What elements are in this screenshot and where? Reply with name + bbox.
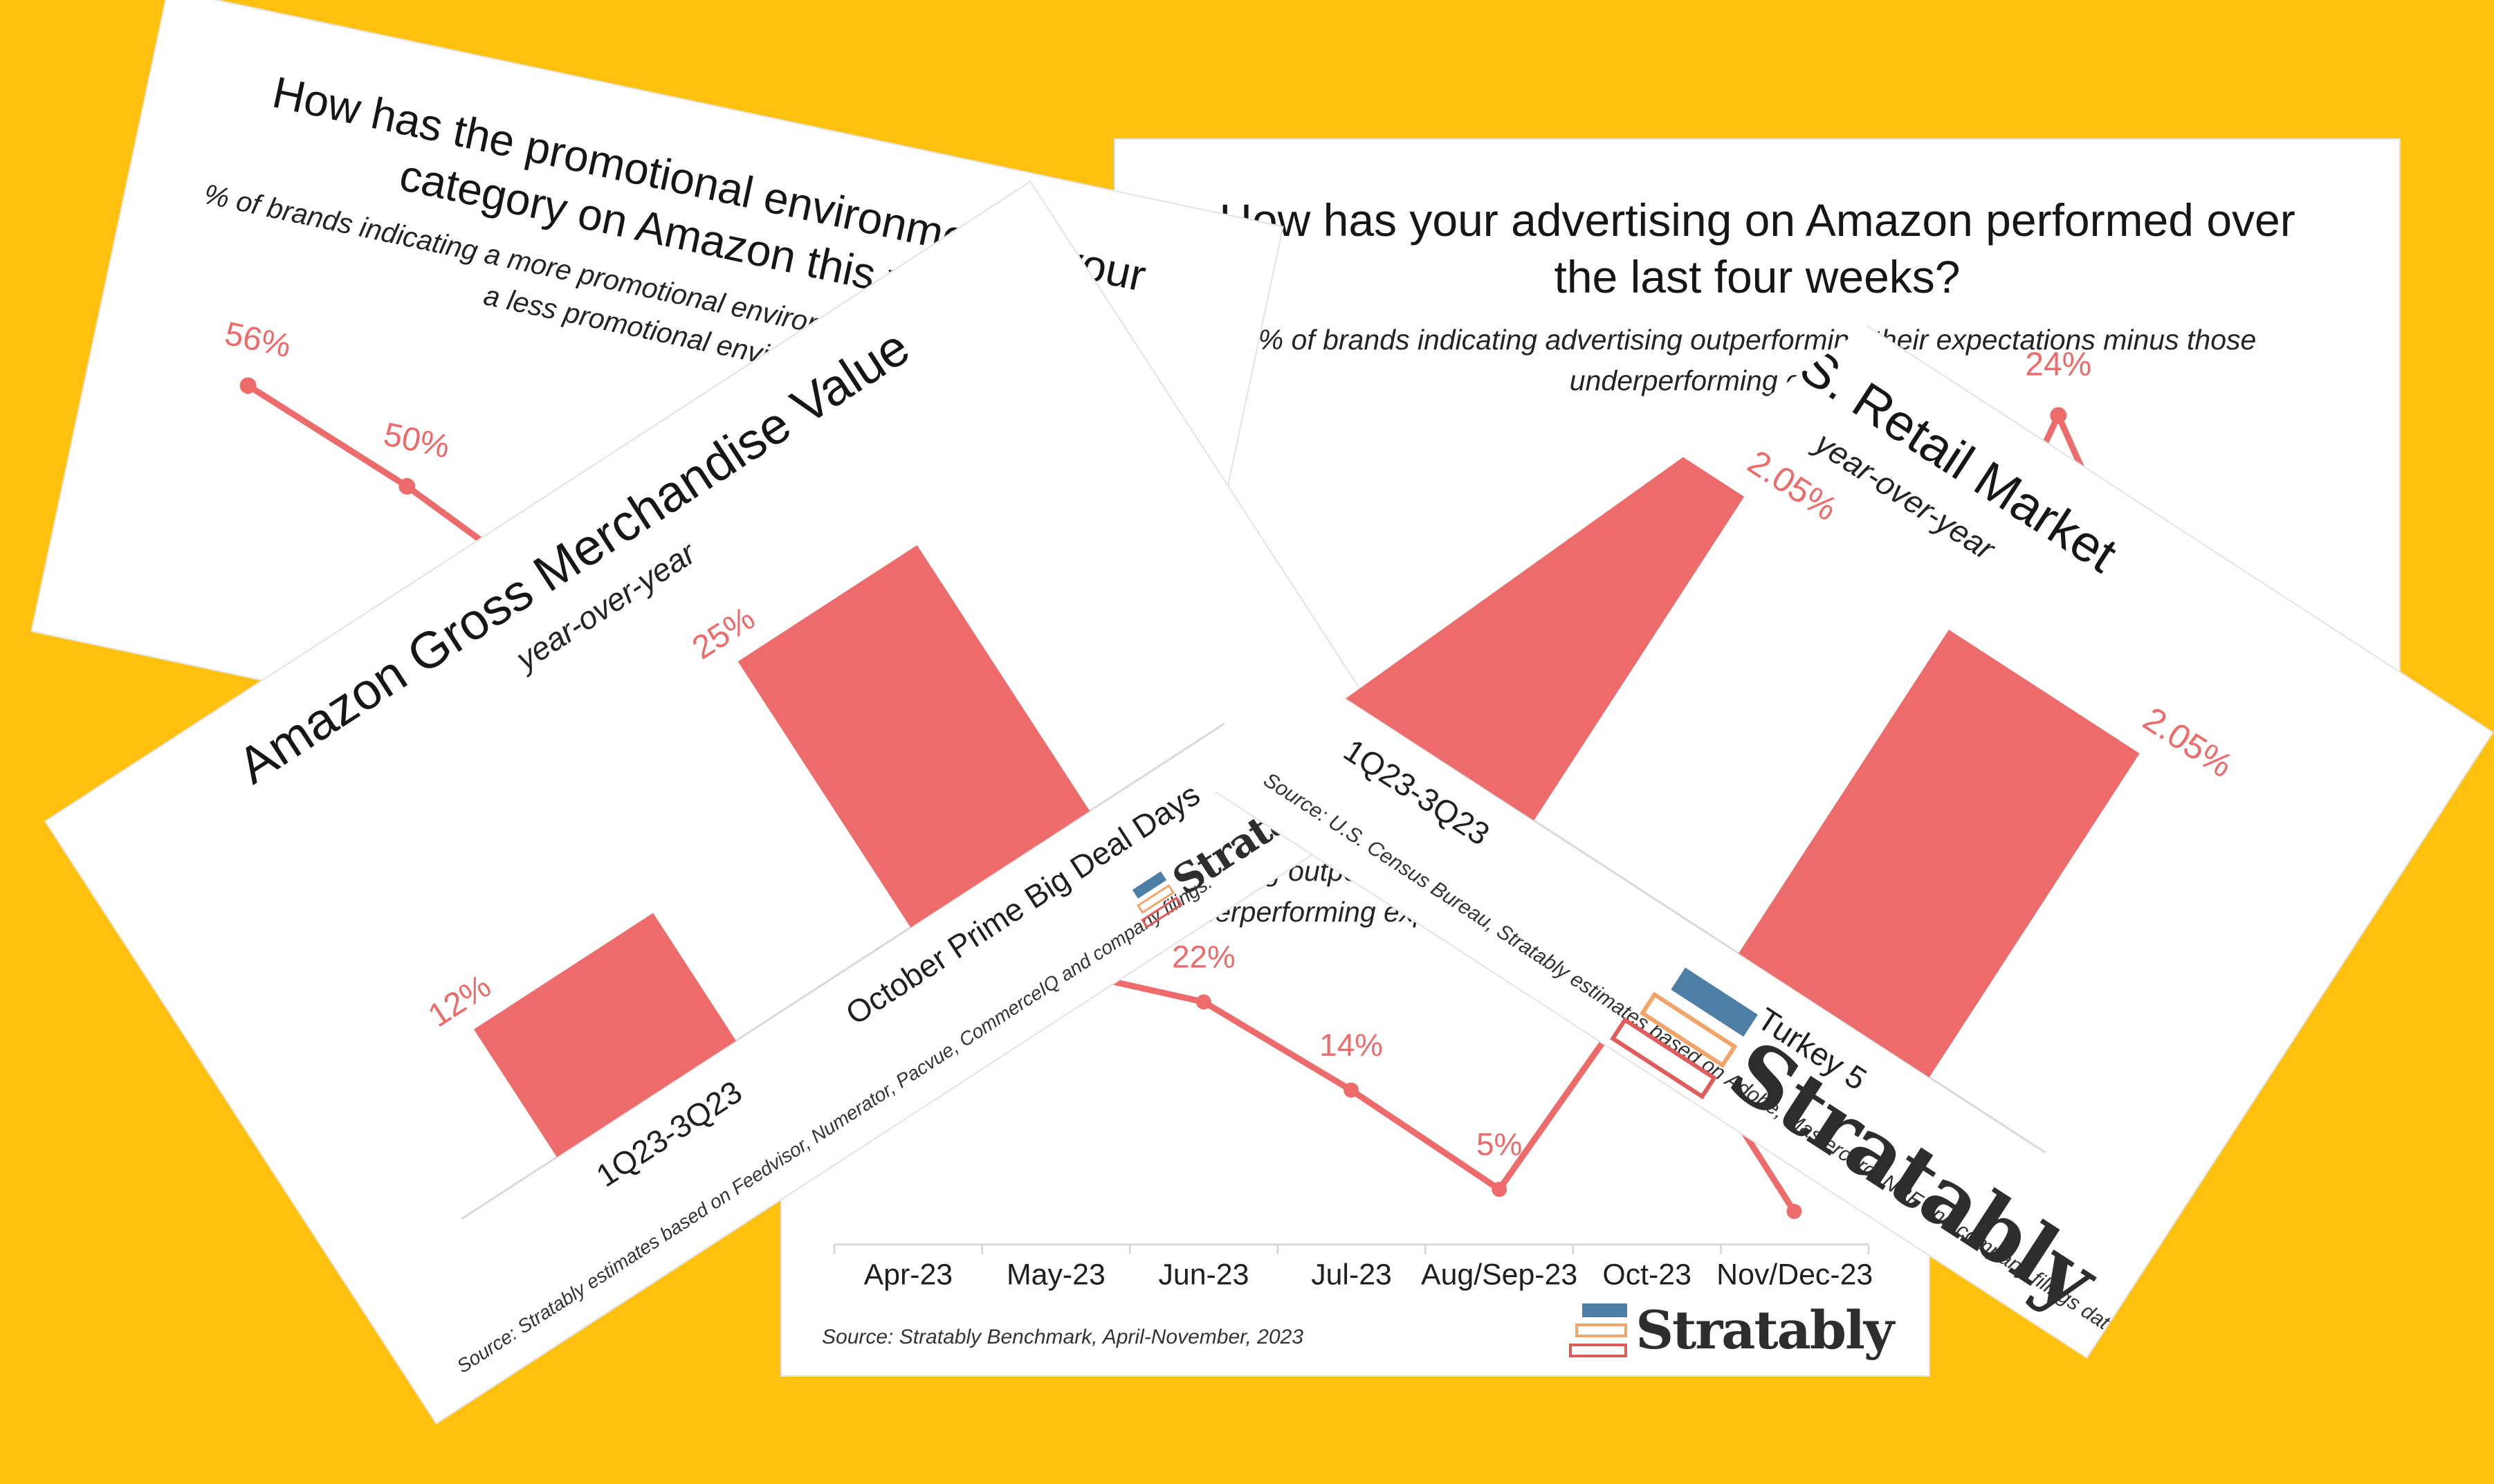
us-retail-bar-chart: 2.05%1Q23-3Q23 2.05%Turkey 5 [1045, 56, 2492, 1357]
svg-text:Oct-23: Oct-23 [1602, 1258, 1691, 1292]
svg-text:50%: 50% [380, 416, 453, 466]
logo-bar-red [1569, 1344, 1628, 1357]
stratably-wordmark: Stratably [1635, 1299, 1894, 1361]
svg-text:Nov/Dec-23: Nov/Dec-23 [1716, 1258, 1873, 1292]
svg-text:2.05%: 2.05% [2136, 699, 2239, 785]
svg-text:14%: 14% [1319, 1027, 1383, 1063]
stratably-logo: Stratably [1569, 1299, 1894, 1361]
svg-text:May-23: May-23 [1007, 1258, 1106, 1292]
stratably-logo-icon [1569, 1303, 1628, 1357]
svg-text:Apr-23: Apr-23 [864, 1258, 953, 1292]
logo-bar-blue [1581, 1303, 1628, 1317]
slide-title: How has your advertising on Amazon perfo… [1219, 194, 2295, 302]
svg-text:5%: 5% [1476, 1126, 1522, 1162]
svg-text:22%: 22% [1172, 939, 1236, 974]
logo-bar-orange [1575, 1323, 1628, 1337]
slide-card-us-retail: 2.05% 1Q23-3Q23 2.05% Turkey 5 U.S. Retail … [1043, 54, 2494, 1359]
svg-text:Aug/Sep-23: Aug/Sep-23 [1421, 1258, 1577, 1292]
svg-text:56%: 56% [221, 315, 294, 365]
source-note: Source: Stratably Benchmark, April-Novem… [822, 1326, 1303, 1348]
svg-text:Jun-23: Jun-23 [1159, 1258, 1249, 1292]
svg-text:2.05%: 2.05% [1741, 443, 1844, 529]
svg-text:24%: 24% [2025, 347, 2091, 383]
svg-text:Jul-23: Jul-23 [1311, 1258, 1392, 1292]
